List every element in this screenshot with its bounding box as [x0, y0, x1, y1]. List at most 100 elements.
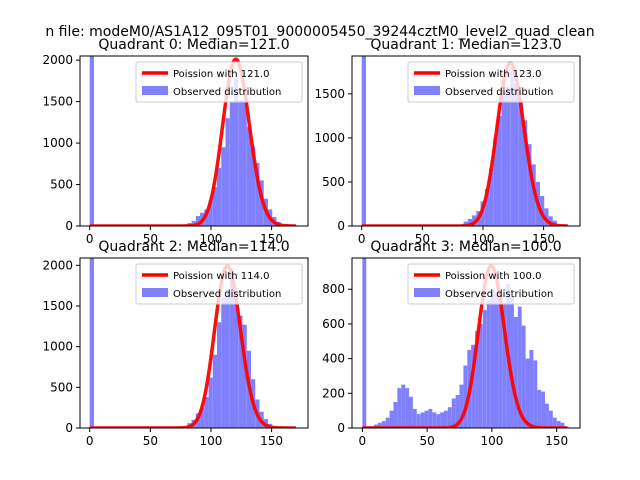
hist-bar [217, 322, 222, 428]
hist-bar [195, 216, 201, 226]
y-tick-label: 500 [50, 178, 73, 192]
hist-bar [533, 360, 538, 428]
hist-bar [401, 384, 406, 428]
hist-bar [200, 407, 205, 428]
legend: Poission with 123.0 Observed distribution [407, 61, 575, 103]
hist-bar [432, 412, 437, 428]
legend: Poission with 100.0 Observed distribution [407, 263, 575, 305]
hist-bar [447, 407, 452, 428]
hist-bar [523, 120, 528, 226]
hist-bar [510, 67, 515, 226]
hist-bar [467, 218, 473, 226]
hist-bar [459, 384, 464, 428]
hist-bar [225, 118, 230, 226]
hist-bar [362, 258, 367, 428]
axes-frame [351, 55, 581, 227]
x-tick-label: 0 [86, 232, 94, 246]
hist-bar [537, 389, 542, 428]
plot-area [89, 258, 296, 428]
hist-bar [212, 187, 218, 226]
y-tick-label: 400 [322, 352, 345, 366]
legend-entry: Poission with 114.0 [173, 271, 269, 282]
subplot-title: Quadrant 2: Median=114.0 [98, 239, 289, 255]
hist-bar [486, 299, 491, 428]
hist-bar [560, 422, 565, 428]
hist-bar [191, 221, 196, 226]
hist-bar [221, 147, 226, 226]
hist-bar [443, 410, 448, 428]
y-tick-label: 500 [322, 175, 345, 189]
legend-patch-swatch [414, 86, 440, 95]
hist-bar [204, 397, 209, 428]
x-tick-label: 150 [545, 434, 568, 448]
y-tick-label: 2000 [42, 258, 73, 272]
hist-bar [494, 292, 499, 428]
hist-bar [490, 289, 495, 428]
legend: Poission with 121.0 Observed distribution [135, 61, 303, 103]
hist-bar [527, 144, 532, 226]
x-tick-label: 0 [359, 434, 367, 448]
x-tick-label: 50 [415, 232, 430, 246]
x-tick-label: 100 [200, 434, 223, 448]
legend-entry: Poission with 100.0 [445, 271, 541, 282]
y-tick-label: 200 [322, 386, 345, 400]
hist-bar [242, 101, 247, 226]
hist-bar [471, 344, 476, 428]
y-tick-label: 1000 [42, 136, 73, 150]
x-tick-label: 100 [480, 434, 503, 448]
hist-bar [478, 323, 483, 428]
axes-frame [79, 55, 309, 227]
y-tick-label: 1500 [42, 95, 73, 109]
hist-bar [424, 410, 429, 428]
hist-bar [541, 391, 546, 428]
hist-bar [208, 200, 213, 226]
hist-bar [513, 316, 518, 428]
hist-bar [89, 56, 94, 226]
hist-bar [361, 56, 366, 226]
x-tick-label: 100 [200, 232, 223, 246]
subplot-quadrant-3: 0 50 100 150 0 200 400 600 800 Quadrant 3: Median… [322, 239, 581, 448]
hist-bar [255, 162, 260, 226]
y-tick-label: 2000 [42, 53, 73, 67]
hist-bar [229, 101, 235, 226]
hist-bar [552, 417, 557, 428]
y-tick-label: 1500 [314, 87, 345, 101]
legend-box [135, 263, 303, 305]
hist-bar [521, 325, 526, 428]
hist-bar [393, 401, 398, 428]
hist-bar [455, 395, 460, 428]
legend-entry: Observed distribution [173, 289, 281, 300]
hist-bar [548, 410, 553, 428]
hist-bar [493, 137, 498, 226]
hist-bar [208, 377, 213, 428]
subplot-title: Quadrant 3: Median=100.0 [370, 239, 561, 255]
y-tick-label: 0 [65, 219, 73, 233]
legend-patch-swatch [414, 288, 440, 297]
poisson-line [89, 264, 296, 428]
hist-bar [412, 408, 417, 428]
hist-bar [556, 421, 561, 428]
hist-bar [251, 146, 256, 226]
hist-bar [212, 354, 218, 428]
hist-bar [510, 296, 514, 428]
hist-bar [525, 358, 530, 428]
hist-bar [484, 189, 490, 226]
hist-bar [502, 303, 507, 428]
hist-bar [544, 208, 549, 226]
y-tick-label: 0 [337, 421, 345, 435]
hist-bar [428, 408, 433, 428]
hist-bar [420, 412, 425, 428]
legend: Poission with 114.0 Observed distribution [135, 263, 303, 305]
hist-bar [506, 86, 511, 226]
hist-bar [246, 126, 251, 226]
hist-bar [238, 99, 243, 226]
subplot-title: Quadrant 0: Median=121.0 [98, 37, 289, 53]
legend-entry: Poission with 121.0 [173, 69, 269, 80]
hist-bar [405, 388, 409, 428]
y-tick-label: 600 [322, 317, 345, 331]
hist-bar [238, 315, 243, 428]
x-tick-label: 150 [532, 232, 555, 246]
hist-bar [389, 410, 394, 428]
